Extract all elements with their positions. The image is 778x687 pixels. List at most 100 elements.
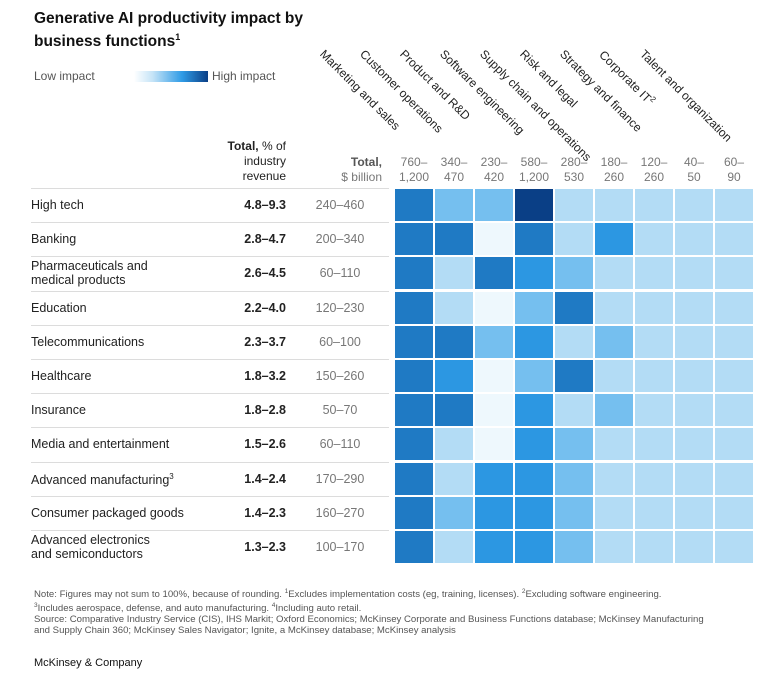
heatmap-cell xyxy=(515,360,553,392)
row-divider xyxy=(31,290,389,292)
row-label: High tech xyxy=(31,189,221,221)
heatmap-cell xyxy=(675,428,713,461)
heatmap-cell xyxy=(715,496,753,529)
heatmap-cell xyxy=(475,257,513,290)
column-total: 340– 470 xyxy=(434,155,474,185)
row-label-text-line2: and semiconductors xyxy=(31,547,143,561)
row-total-pct: 2.8–4.7 xyxy=(244,232,286,247)
total-pct-header-bold: Total, xyxy=(227,139,259,153)
row-total-bn: 200–340 xyxy=(315,232,365,247)
row-total-pct: 1.8–3.2 xyxy=(244,369,286,383)
heatmap-cell xyxy=(395,496,433,529)
heatmap-cell xyxy=(515,394,553,427)
column-total-line2: 530 xyxy=(563,170,585,184)
row-label-text: Advanced electronics and semiconductors xyxy=(31,533,150,561)
heatmap-cell xyxy=(635,223,673,256)
heatmap-cell xyxy=(675,394,713,427)
heatmap-cell xyxy=(555,462,593,495)
heatmap-cell xyxy=(435,531,473,563)
row-total-pct: 1.8–2.8 xyxy=(244,403,286,418)
heatmap-cell xyxy=(595,462,633,495)
row-total-bn: 100–170 xyxy=(315,540,365,554)
heatmap-cell xyxy=(475,325,513,358)
row-divider xyxy=(31,393,389,395)
heatmap-cell xyxy=(595,325,633,358)
row-divider xyxy=(31,188,389,189)
legend-gradient-bar xyxy=(134,71,208,82)
heatmap-cell xyxy=(635,394,673,427)
column-total-line2: 50 xyxy=(687,170,701,184)
row-label: Telecommunications xyxy=(31,326,221,358)
note-line2b: Including auto retail. xyxy=(275,603,362,615)
row-divider xyxy=(31,461,389,463)
heatmap-cell xyxy=(675,257,713,290)
row-label-text: Telecommunications xyxy=(31,334,145,349)
row-total-bn: 240–460 xyxy=(315,198,365,212)
note-line1b: Excludes implementation costs (eg, train… xyxy=(288,589,522,601)
row-total-bn: 170–290 xyxy=(315,471,365,486)
row-total-bn: 60–110 xyxy=(319,437,361,452)
heatmap-cell xyxy=(475,291,513,324)
brand-footer: McKinsey & Company xyxy=(34,657,143,669)
heatmap-cell xyxy=(675,360,713,392)
row-label-text-line2: medical products xyxy=(31,273,126,288)
heatmap-cell xyxy=(475,189,513,221)
row-label: Advanced electronics and semiconductors xyxy=(31,531,221,563)
heatmap-cell xyxy=(595,223,633,256)
row-label-text: Media and entertainment xyxy=(31,437,170,452)
heatmap-cell xyxy=(435,257,473,290)
heatmap-cell xyxy=(395,428,433,461)
row-total-pct: 2.2–4.0 xyxy=(244,300,286,315)
row-label-text: Insurance xyxy=(31,403,86,418)
column-total-line1: 180– xyxy=(600,155,628,169)
row-label: Healthcare xyxy=(31,360,221,392)
note-sup4: 4 xyxy=(271,602,276,610)
total-bn-header: Total, $ billion xyxy=(300,155,382,185)
heatmap-cell xyxy=(595,291,633,324)
heatmap-cell xyxy=(675,325,713,358)
heatmap-cell xyxy=(635,462,673,495)
heatmap-cell xyxy=(595,531,633,563)
heatmap-cell xyxy=(435,462,473,495)
column-header-text: Product and R&D xyxy=(397,47,474,123)
heatmap-cell xyxy=(635,189,673,221)
row-total-pct: 2.6–4.5 xyxy=(244,266,286,281)
heatmap-cell xyxy=(435,189,473,221)
heatmap-cell xyxy=(595,496,633,529)
heatmap-cell xyxy=(475,462,513,495)
note-source-line1: Source: Comparative Industry Service (CI… xyxy=(34,614,704,626)
row-label-text: Healthcare xyxy=(31,369,92,383)
heatmap-cell xyxy=(435,428,473,461)
column-total-line2: 1,200 xyxy=(398,170,430,184)
heatmap-cell xyxy=(555,531,593,563)
row-total-bn: 150–260 xyxy=(315,369,365,383)
heatmap-cell xyxy=(515,428,553,461)
heatmap-cell xyxy=(475,428,513,461)
row-label: Media and entertainment xyxy=(31,428,221,460)
heatmap-cell xyxy=(395,291,433,324)
heatmap-cell xyxy=(435,394,473,427)
chart-title-text: Generative AI productivity impact by bus… xyxy=(34,10,304,51)
heatmap-cell xyxy=(715,257,753,290)
heatmap-cell xyxy=(715,291,753,324)
column-total-line2: 260 xyxy=(603,170,625,184)
note-line1c: Excluding software engineering. xyxy=(525,589,662,601)
total-pct-header-rest2: industry xyxy=(243,154,286,168)
column-header: Product and R&D xyxy=(397,47,473,123)
row-label-text: Pharmaceuticals and medical products xyxy=(31,259,148,288)
row-divider xyxy=(31,427,389,429)
row-divider xyxy=(31,495,389,497)
row-total-pct: 4.8–9.3 xyxy=(244,198,286,212)
column-total-line1: 40– xyxy=(683,155,705,169)
column-total: 230– 420 xyxy=(474,155,514,185)
heatmap-cell xyxy=(555,360,593,392)
heatmap-cell xyxy=(595,428,633,461)
total-pct-header: Total, % of industry revenue xyxy=(204,139,286,184)
heatmap-cell xyxy=(635,428,673,461)
heatmap-cell xyxy=(715,360,753,392)
heatmap-cell xyxy=(675,291,713,324)
column-total-line1: 230– xyxy=(480,155,508,169)
row-total-pct: 1.4–2.3 xyxy=(244,505,286,520)
column-total: 40– 50 xyxy=(674,155,714,185)
heatmap-cell xyxy=(555,291,593,324)
